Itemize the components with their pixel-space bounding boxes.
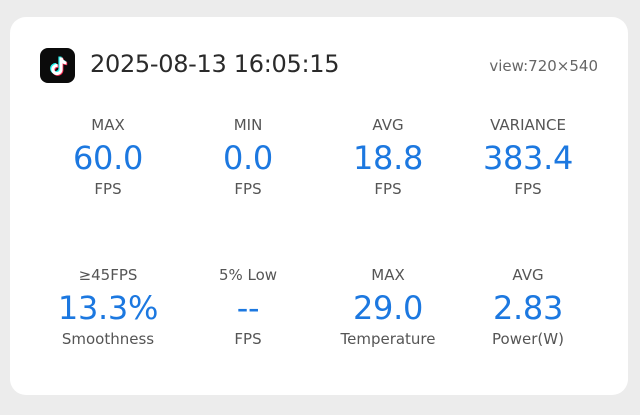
metric-value: 0.0	[223, 139, 273, 177]
metric-avg-power: AVG 2.83 Power(W)	[458, 265, 598, 349]
metric-unit: FPS	[94, 180, 122, 198]
metric-value: 13.3%	[57, 289, 159, 327]
view-resolution: view:720×540	[489, 57, 598, 75]
performance-card: 2025-08-13 16:05:15 view:720×540 MAX 60.…	[10, 17, 628, 395]
metric-label: VARIANCE	[490, 116, 566, 134]
metric-unit: FPS	[234, 180, 262, 198]
metric-unit: FPS	[514, 180, 542, 198]
metric-label: 5% Low	[218, 266, 278, 284]
timestamp: 2025-08-13 16:05:15	[90, 50, 340, 78]
metric-unit: Smoothness	[61, 330, 155, 348]
metric-value: --	[236, 289, 260, 327]
metric-avg-fps: AVG 18.8 FPS	[318, 115, 458, 199]
metric-low-fps: 5% Low -- FPS	[178, 265, 318, 349]
metric-min-fps: MIN 0.0 FPS	[178, 115, 318, 199]
metric-label: MIN	[233, 116, 263, 134]
metric-max-fps: MAX 60.0 FPS	[38, 115, 178, 199]
metric-value: 60.0	[72, 139, 144, 177]
metric-label: AVG	[372, 116, 404, 134]
metric-variance-fps: VARIANCE 383.4 FPS	[458, 115, 598, 199]
tiktok-icon	[40, 48, 75, 83]
metric-unit: Power(W)	[492, 330, 564, 348]
metric-label: AVG	[512, 266, 544, 284]
metric-label: MAX	[91, 116, 125, 134]
metric-unit: FPS	[234, 330, 262, 348]
metric-unit: Temperature	[340, 330, 436, 348]
metric-smoothness: ≥45FPS 13.3% Smoothness	[38, 265, 178, 349]
card-header: 2025-08-13 16:05:15 view:720×540	[10, 17, 628, 113]
metric-max-temperature: MAX 29.0 Temperature	[318, 265, 458, 349]
metric-label: ≥45FPS	[78, 266, 138, 284]
metric-value: 383.4	[482, 139, 574, 177]
metric-value: 18.8	[352, 139, 424, 177]
metric-value: 29.0	[352, 289, 424, 327]
metric-value: 2.83	[492, 289, 564, 327]
metric-label: MAX	[371, 266, 405, 284]
metric-unit: FPS	[374, 180, 402, 198]
